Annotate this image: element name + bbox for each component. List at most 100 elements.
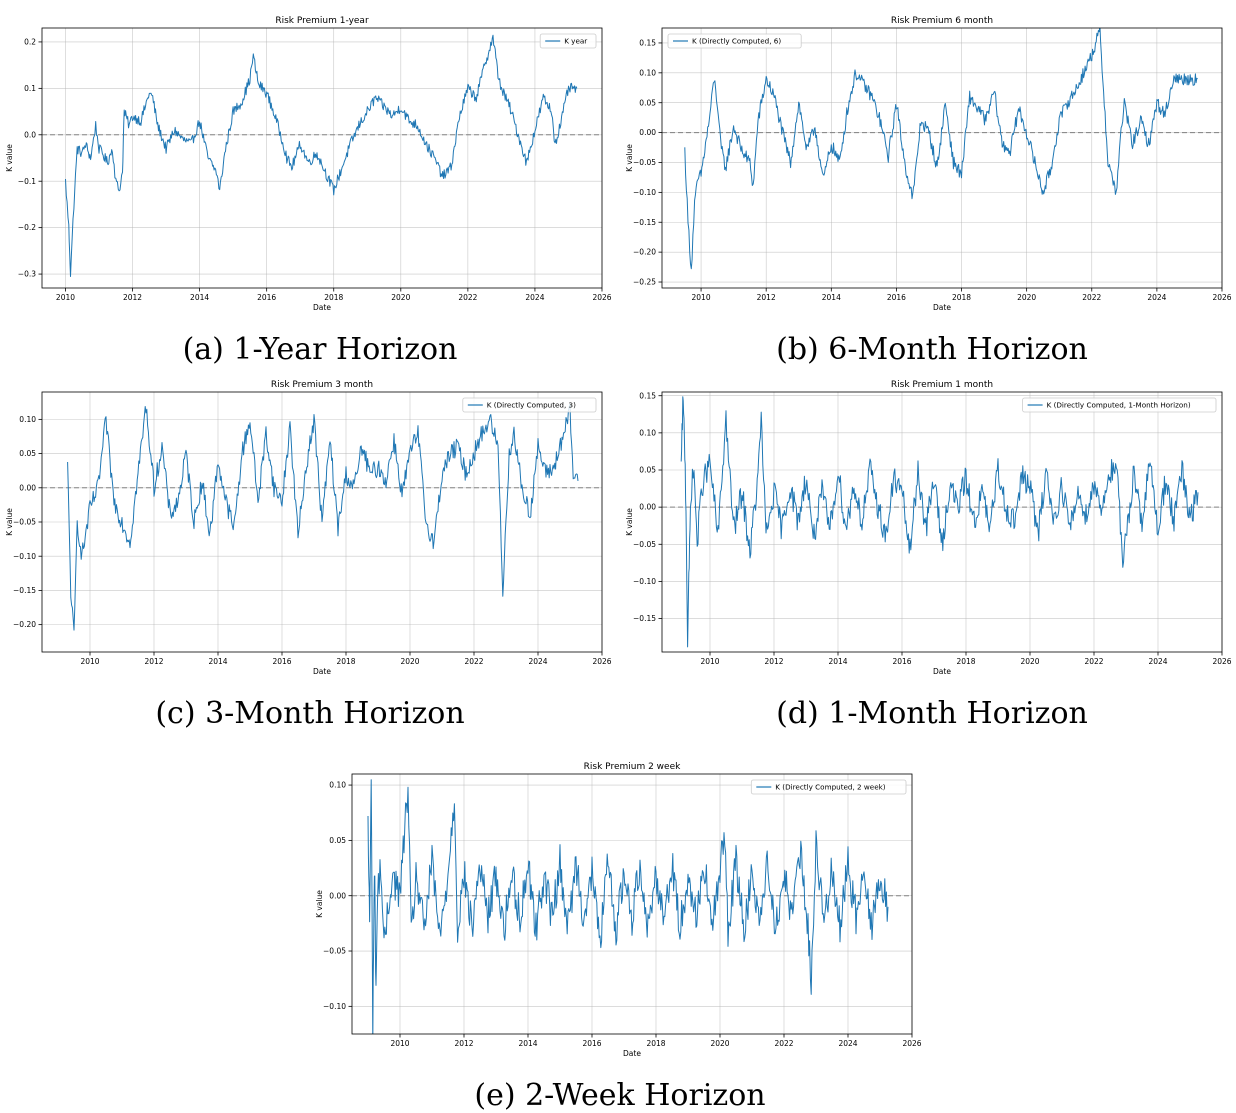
x-tick-label: 2010 [390,1039,409,1048]
y-tick-label: −0.15 [13,586,36,595]
y-tick-label: −0.10 [323,1002,346,1011]
y-tick-label: 0.05 [329,836,346,845]
x-tick-label: 2010 [80,657,99,666]
legend: K year [539,33,597,49]
x-tick-label: 2016 [582,1039,601,1048]
x-tick-label: 2016 [257,293,276,302]
y-axis-label: K value [625,508,634,536]
plot-frame [41,27,603,289]
x-tick-label: 2014 [828,657,847,666]
chart-panel-c: Risk Premium 3 month 2010 2012 2014 2016 2018… [0,376,616,682]
x-axis-label: Date [933,667,951,676]
y-tick-label: 0.10 [19,415,36,424]
x-tick-label: 2022 [1084,657,1103,666]
caption-b: (b) 6-Month Horizon [776,332,1088,367]
x-tick-label: 2020 [710,1039,729,1048]
y-tick-label: −0.25 [633,278,656,287]
chart-title: Risk Premium 1 month [891,380,993,390]
series-line [67,403,579,631]
series-line [367,779,889,1034]
y-axis-label: K value [5,508,14,536]
legend-box [750,779,907,795]
y-tick-label: −0.05 [633,158,656,167]
y-axis-label: K value [315,890,324,918]
x-tick-label: 2018 [336,657,355,666]
x-tick-label: 2014 [190,293,209,302]
y-tick-label: 0.10 [639,428,656,437]
y-tick-label: −0.3 [18,270,36,279]
x-tick-label: 2020 [1020,657,1039,666]
caption-e: (e) 2-Week Horizon [474,1078,766,1113]
series-line [680,396,1199,648]
grid-lines [42,28,603,288]
caption-a: (a) 1-Year Horizon [182,332,458,367]
y-tick-label: 0.00 [329,891,346,900]
legend-label: K (Directly Computed, 2 week) [775,783,886,792]
y-axis-label: K value [625,144,634,172]
series-line [684,28,1198,270]
legend-box [462,397,597,413]
x-tick-label: 2026 [902,1039,921,1048]
legend-box [667,33,802,49]
chart-panel-b: Risk Premium 6 month 2010 2012 2014 2016 2018… [620,12,1236,318]
x-tick-label: 2022 [464,657,483,666]
y-tick-label: −0.1 [18,177,36,186]
y-tick-label: −0.20 [13,620,36,629]
y-tick-label: −0.10 [13,552,36,561]
y-tick-label: −0.15 [633,218,656,227]
x-tick-label: 2020 [1017,293,1036,302]
chart-title: Risk Premium 3 month [271,380,373,390]
grid-lines [662,28,1223,288]
x-tick-label: 2026 [592,657,611,666]
x-axis-label: Date [933,303,951,312]
x-tick-label: 2026 [1212,657,1231,666]
x-tick-label: 2024 [1148,657,1167,666]
caption-d: (d) 1-Month Horizon [776,696,1088,731]
chart-svg-e: Risk Premium 2 week 2010 2012 2014 2016 2018 2… [315,762,922,1058]
chart-panel-d: Risk Premium 1 month 2010 2012 2014 2016 2018… [620,376,1236,682]
y-tick-label: −0.2 [18,223,36,232]
x-tick-label: 2024 [1147,293,1166,302]
legend: K (Directly Computed, 1-Month Horizon) [1022,397,1217,413]
caption-c: (c) 3-Month Horizon [155,696,465,731]
y-tick-label: −0.05 [13,518,36,527]
x-tick-label: 2018 [646,1039,665,1048]
x-tick-label: 2024 [838,1039,857,1048]
x-axis-label: Date [623,1049,641,1058]
legend-box [1022,397,1217,413]
y-tick-label: 0.0 [24,130,36,139]
x-tick-label: 2020 [400,657,419,666]
x-tick-label: 2018 [952,293,971,302]
y-tick-label: 0.05 [639,466,656,475]
x-tick-label: 2020 [391,293,410,302]
y-axis-label: K value [5,144,14,172]
legend-label: K year [564,37,587,46]
x-tick-label: 2010 [56,293,75,302]
legend-label: K (Directly Computed, 1-Month Horizon) [1047,401,1191,410]
legend: K (Directly Computed, 2 week) [750,779,907,795]
y-tick-label: 0.15 [639,391,656,400]
y-tick-label: 0.10 [329,781,346,790]
plot-frame [661,391,1223,653]
y-tick-label: 0.05 [19,449,36,458]
x-tick-label: 2026 [1212,293,1231,302]
legend-label: K (Directly Computed, 3) [487,401,576,410]
plot-frame [351,773,913,1035]
x-tick-label: 2016 [887,293,906,302]
chart-title: Risk Premium 6 month [891,16,993,26]
chart-title: Risk Premium 1-year [275,16,369,26]
x-tick-label: 2014 [208,657,227,666]
legend-box [539,33,597,49]
x-tick-label: 2026 [592,293,611,302]
chart-svg-b: Risk Premium 6 month 2010 2012 2014 2016 2018… [625,16,1232,312]
y-tick-label: 0.00 [639,128,656,137]
x-tick-label: 2022 [774,1039,793,1048]
y-tick-label: −0.10 [633,577,656,586]
x-tick-label: 2010 [692,293,711,302]
x-tick-label: 2012 [123,293,142,302]
chart-svg-d: Risk Premium 1 month 2010 2012 2014 2016 2018… [625,380,1232,676]
y-tick-label: 0.10 [639,68,656,77]
y-tick-label: −0.05 [323,947,346,956]
x-tick-label: 2010 [700,657,719,666]
x-tick-label: 2022 [1082,293,1101,302]
